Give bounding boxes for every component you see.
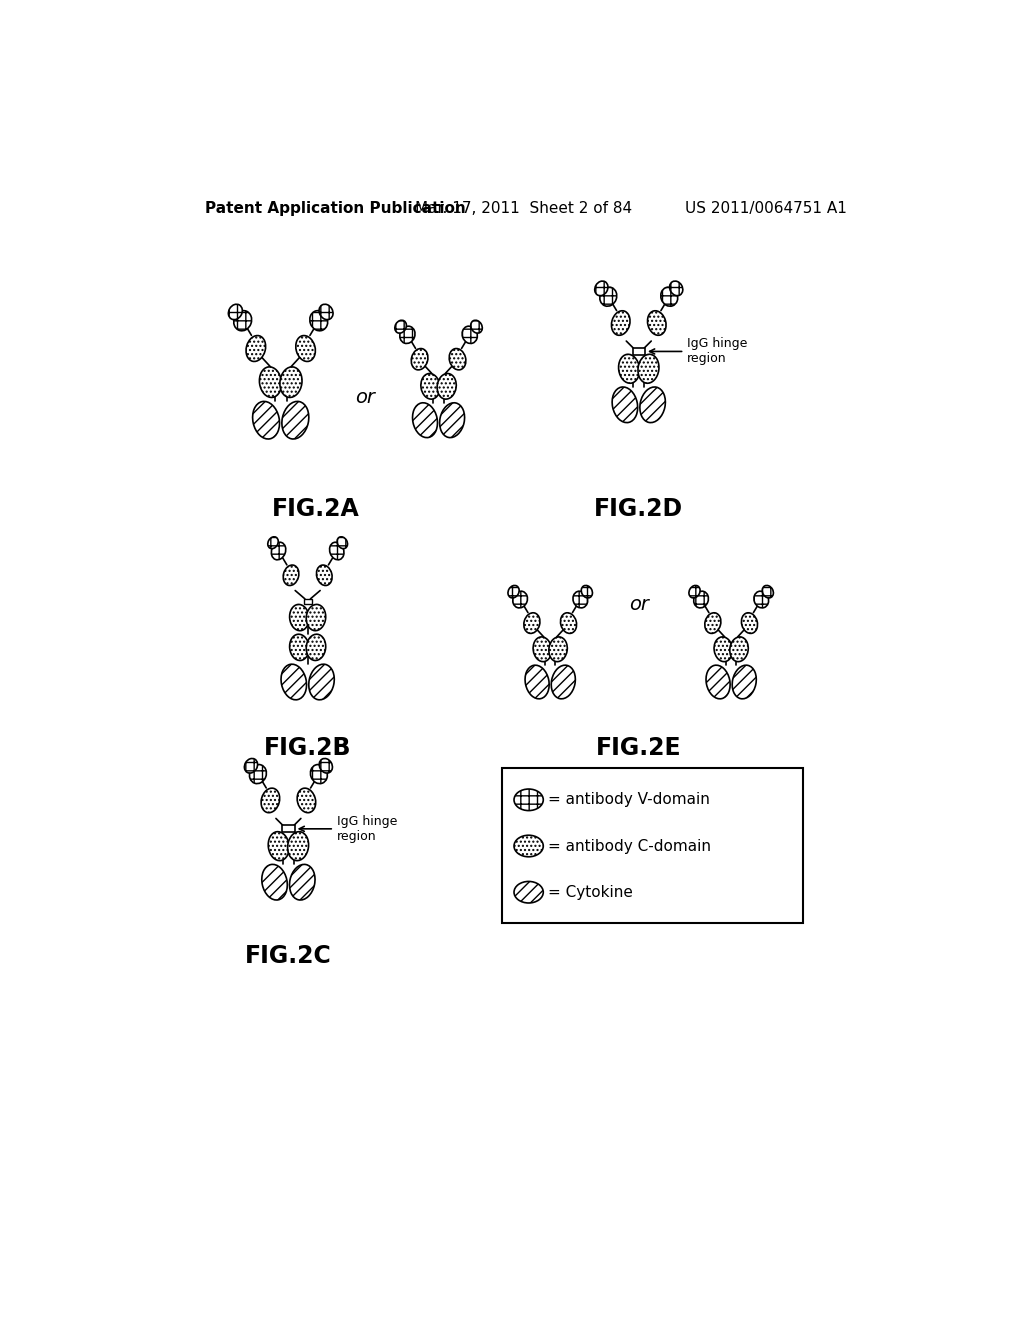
- Ellipse shape: [268, 537, 279, 549]
- Text: = antibody C-domain: = antibody C-domain: [548, 838, 711, 854]
- Ellipse shape: [271, 543, 286, 560]
- Ellipse shape: [437, 374, 457, 399]
- Ellipse shape: [693, 591, 709, 609]
- Ellipse shape: [611, 310, 630, 335]
- Ellipse shape: [582, 586, 593, 598]
- FancyBboxPatch shape: [303, 599, 312, 605]
- Text: FIG.2E: FIG.2E: [596, 737, 682, 760]
- Text: or: or: [355, 388, 376, 407]
- Ellipse shape: [525, 665, 549, 698]
- Text: FIG.2C: FIG.2C: [245, 944, 332, 968]
- Text: IgG hinge
region: IgG hinge region: [299, 814, 397, 843]
- Ellipse shape: [439, 403, 465, 438]
- Ellipse shape: [660, 288, 678, 306]
- Ellipse shape: [513, 591, 527, 609]
- Text: = Cytokine: = Cytokine: [548, 884, 633, 900]
- Ellipse shape: [268, 832, 289, 861]
- Ellipse shape: [316, 565, 332, 586]
- Text: US 2011/0064751 A1: US 2011/0064751 A1: [685, 201, 847, 215]
- Ellipse shape: [514, 882, 544, 903]
- Ellipse shape: [450, 348, 466, 370]
- Ellipse shape: [310, 764, 328, 784]
- Ellipse shape: [471, 321, 482, 333]
- Text: or: or: [629, 595, 648, 615]
- Ellipse shape: [262, 865, 288, 900]
- Ellipse shape: [290, 865, 315, 900]
- Ellipse shape: [413, 403, 437, 438]
- Ellipse shape: [261, 788, 280, 813]
- Ellipse shape: [284, 565, 299, 586]
- Ellipse shape: [290, 634, 309, 660]
- Ellipse shape: [245, 759, 258, 774]
- Text: FIG.2B: FIG.2B: [264, 737, 351, 760]
- Ellipse shape: [253, 401, 280, 440]
- Ellipse shape: [551, 665, 575, 698]
- Ellipse shape: [647, 310, 666, 335]
- Ellipse shape: [670, 281, 683, 296]
- Ellipse shape: [524, 612, 540, 634]
- Ellipse shape: [310, 310, 328, 331]
- Ellipse shape: [573, 591, 588, 609]
- Ellipse shape: [250, 764, 266, 784]
- Ellipse shape: [282, 401, 309, 440]
- Text: IgG hinge
region: IgG hinge region: [649, 338, 748, 366]
- Ellipse shape: [730, 636, 749, 661]
- Ellipse shape: [281, 664, 306, 700]
- Ellipse shape: [514, 789, 544, 810]
- Ellipse shape: [280, 367, 302, 397]
- Ellipse shape: [762, 586, 773, 598]
- Text: = antibody V-domain: = antibody V-domain: [548, 792, 710, 808]
- FancyBboxPatch shape: [502, 768, 803, 923]
- Ellipse shape: [534, 636, 552, 661]
- Ellipse shape: [714, 636, 732, 661]
- Ellipse shape: [754, 591, 769, 609]
- Ellipse shape: [319, 304, 333, 319]
- Ellipse shape: [290, 605, 309, 631]
- Ellipse shape: [560, 612, 577, 634]
- Ellipse shape: [296, 335, 315, 362]
- Ellipse shape: [228, 304, 243, 319]
- Ellipse shape: [297, 788, 315, 813]
- Ellipse shape: [600, 288, 616, 306]
- Ellipse shape: [549, 636, 567, 661]
- Ellipse shape: [306, 605, 326, 631]
- Ellipse shape: [741, 612, 758, 634]
- Ellipse shape: [689, 586, 700, 598]
- Ellipse shape: [732, 665, 757, 698]
- Ellipse shape: [233, 310, 252, 331]
- Ellipse shape: [319, 759, 333, 774]
- FancyBboxPatch shape: [283, 825, 295, 833]
- Ellipse shape: [306, 634, 326, 660]
- Ellipse shape: [514, 836, 544, 857]
- Ellipse shape: [705, 612, 721, 634]
- Ellipse shape: [612, 387, 638, 422]
- Ellipse shape: [640, 387, 666, 422]
- Ellipse shape: [309, 664, 334, 700]
- FancyBboxPatch shape: [633, 348, 645, 355]
- Ellipse shape: [462, 326, 477, 343]
- Ellipse shape: [246, 335, 265, 362]
- Text: FIG.2D: FIG.2D: [594, 498, 683, 521]
- Ellipse shape: [395, 321, 407, 333]
- Ellipse shape: [399, 326, 415, 343]
- Ellipse shape: [330, 543, 344, 560]
- Ellipse shape: [259, 367, 282, 397]
- Ellipse shape: [595, 281, 608, 296]
- Ellipse shape: [618, 354, 640, 383]
- Ellipse shape: [638, 354, 659, 383]
- Ellipse shape: [288, 832, 308, 861]
- Ellipse shape: [337, 537, 347, 549]
- Ellipse shape: [508, 586, 519, 598]
- Ellipse shape: [706, 665, 730, 698]
- Text: Patent Application Publication: Patent Application Publication: [205, 201, 466, 215]
- Text: FIG.2A: FIG.2A: [271, 498, 359, 521]
- Text: Mar. 17, 2011  Sheet 2 of 84: Mar. 17, 2011 Sheet 2 of 84: [416, 201, 633, 215]
- Ellipse shape: [421, 374, 440, 399]
- Ellipse shape: [412, 348, 428, 370]
